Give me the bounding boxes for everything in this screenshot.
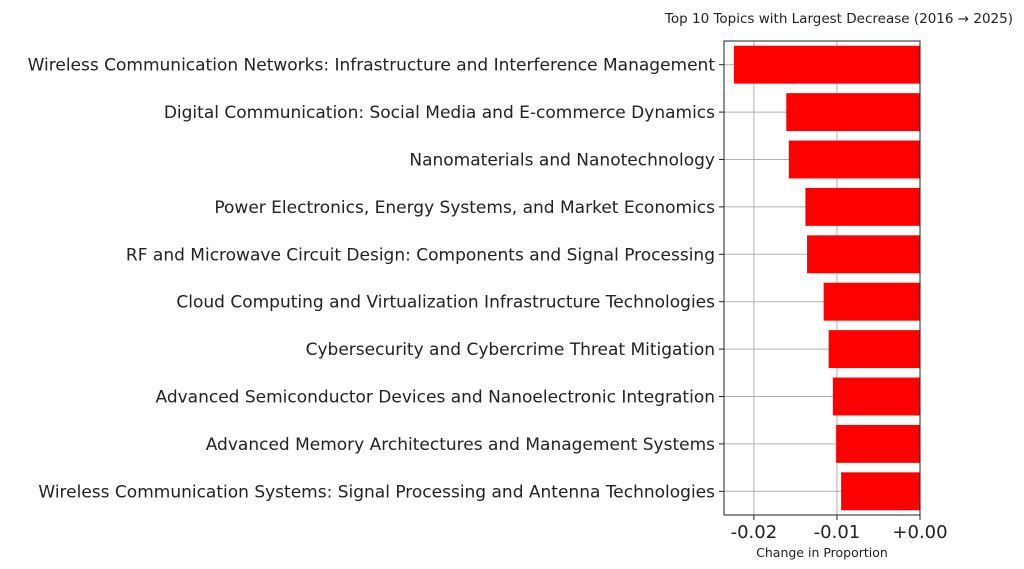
x-tick-label: -0.02 bbox=[731, 522, 778, 543]
y-tick-label: Advanced Memory Architectures and Manage… bbox=[206, 435, 715, 455]
x-tick-label: -0.01 bbox=[814, 522, 861, 543]
y-tick-label: Nanomaterials and Nanotechnology bbox=[409, 151, 715, 171]
bar bbox=[836, 424, 920, 463]
bar bbox=[786, 93, 920, 132]
bar bbox=[805, 187, 920, 226]
y-tick-label: Cloud Computing and Virtualization Infra… bbox=[176, 293, 715, 313]
y-tick-label: Digital Communication: Social Media and … bbox=[164, 103, 715, 123]
y-tick-label: Power Electronics, Energy Systems, and M… bbox=[214, 198, 715, 218]
x-tick-label: +0.00 bbox=[892, 522, 947, 543]
bar bbox=[823, 282, 920, 321]
y-tick-label: Advanced Semiconductor Devices and Nanoe… bbox=[156, 388, 716, 408]
chart-title: Top 10 Topics with Largest Decrease (201… bbox=[664, 11, 1013, 27]
y-tick-label: Wireless Communication Networks: Infrast… bbox=[28, 56, 716, 76]
x-tick-layer: -0.02 -0.01 +0.00 bbox=[731, 515, 948, 543]
y-tick-label: Wireless Communication Systems: Signal P… bbox=[38, 482, 715, 502]
y-tick-label: RF and Microwave Circuit Design: Compone… bbox=[126, 245, 715, 265]
bar bbox=[828, 330, 920, 369]
bar bbox=[733, 45, 920, 84]
bars-layer bbox=[733, 45, 920, 511]
x-axis-label: Change in Proportion bbox=[756, 545, 888, 560]
bar bbox=[841, 472, 920, 511]
bar bbox=[832, 377, 920, 416]
y-tick-label: Cybersecurity and Cybercrime Threat Miti… bbox=[306, 340, 715, 360]
plot-frame bbox=[723, 40, 921, 516]
bar bbox=[788, 140, 920, 179]
y-tick-layer: Wireless Communication Networks: Infrast… bbox=[28, 56, 724, 502]
bar bbox=[807, 235, 920, 274]
